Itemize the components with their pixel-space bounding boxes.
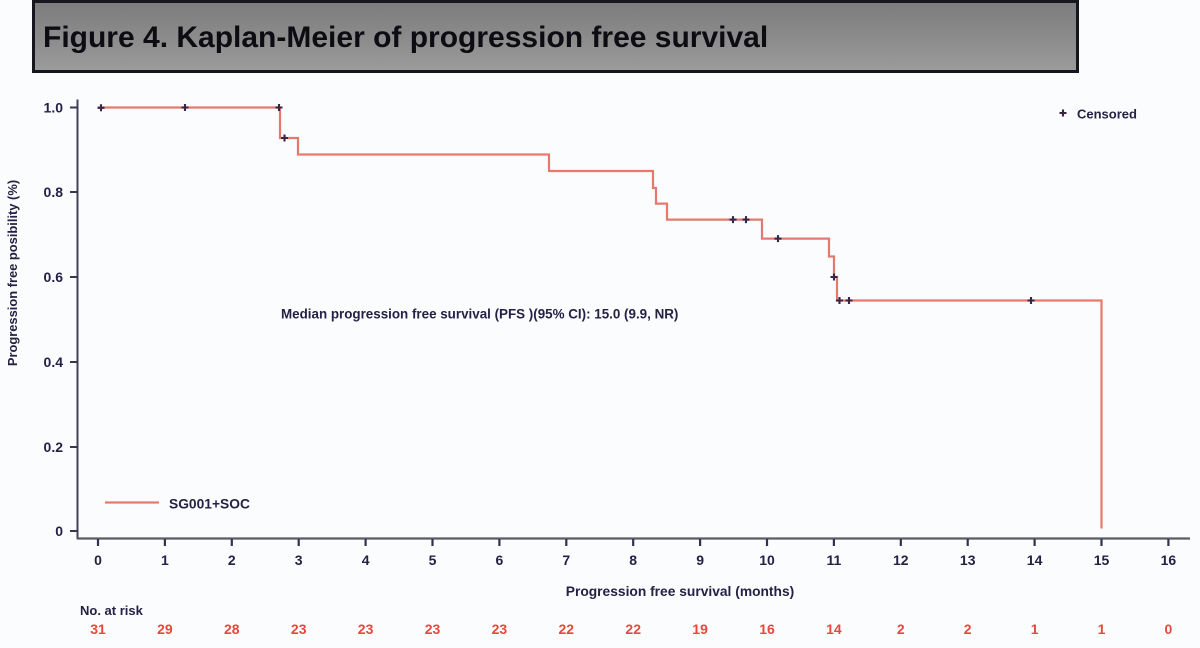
svg-text:10: 10: [759, 552, 775, 568]
svg-text:3: 3: [295, 552, 303, 568]
svg-text:23: 23: [358, 621, 374, 637]
svg-text:SG001+SOC: SG001+SOC: [169, 497, 250, 512]
svg-text:9: 9: [696, 552, 704, 568]
svg-text:16: 16: [1161, 552, 1177, 568]
svg-text:1: 1: [1031, 621, 1039, 637]
svg-text:0: 0: [1165, 621, 1173, 637]
svg-text:11: 11: [826, 552, 841, 568]
svg-text:5: 5: [429, 552, 437, 568]
svg-text:Progression free survival (mon: Progression free survival (months): [566, 584, 794, 599]
svg-text:4: 4: [362, 552, 370, 568]
svg-text:0: 0: [94, 552, 102, 568]
svg-text:Median progression free surviv: Median progression free survival (PFS )(…: [281, 307, 678, 322]
svg-text:15: 15: [1094, 552, 1110, 568]
svg-text:22: 22: [625, 621, 641, 637]
svg-text:31: 31: [90, 621, 106, 637]
svg-text:14: 14: [826, 621, 842, 637]
svg-text:0: 0: [55, 523, 63, 539]
svg-text:Censored: Censored: [1077, 107, 1137, 122]
svg-text:8: 8: [629, 552, 637, 568]
svg-text:29: 29: [157, 621, 173, 637]
svg-text:0.2: 0.2: [44, 439, 64, 455]
svg-text:0.8: 0.8: [44, 184, 64, 200]
svg-text:7: 7: [562, 552, 570, 568]
svg-text:0.4: 0.4: [44, 354, 64, 370]
svg-text:14: 14: [1027, 552, 1043, 568]
svg-text:6: 6: [496, 552, 504, 568]
svg-text:2: 2: [228, 552, 236, 568]
svg-text:1.0: 1.0: [44, 100, 64, 116]
svg-text:23: 23: [492, 621, 508, 637]
svg-text:1: 1: [1098, 621, 1106, 637]
svg-text:22: 22: [559, 621, 575, 637]
svg-text:23: 23: [291, 621, 307, 637]
svg-text:13: 13: [960, 552, 976, 568]
svg-text:28: 28: [224, 621, 240, 637]
svg-text:19: 19: [692, 621, 708, 637]
svg-text:2: 2: [964, 621, 972, 637]
svg-text:16: 16: [759, 621, 775, 637]
svg-text:No. at risk: No. at risk: [80, 603, 144, 618]
svg-text:0.6: 0.6: [44, 269, 64, 285]
svg-text:Progression free posibility (%: Progression free posibility (%): [5, 180, 20, 366]
svg-text:1: 1: [161, 552, 169, 568]
svg-text:12: 12: [893, 552, 909, 568]
svg-text:23: 23: [425, 621, 441, 637]
svg-text:2: 2: [897, 621, 905, 637]
